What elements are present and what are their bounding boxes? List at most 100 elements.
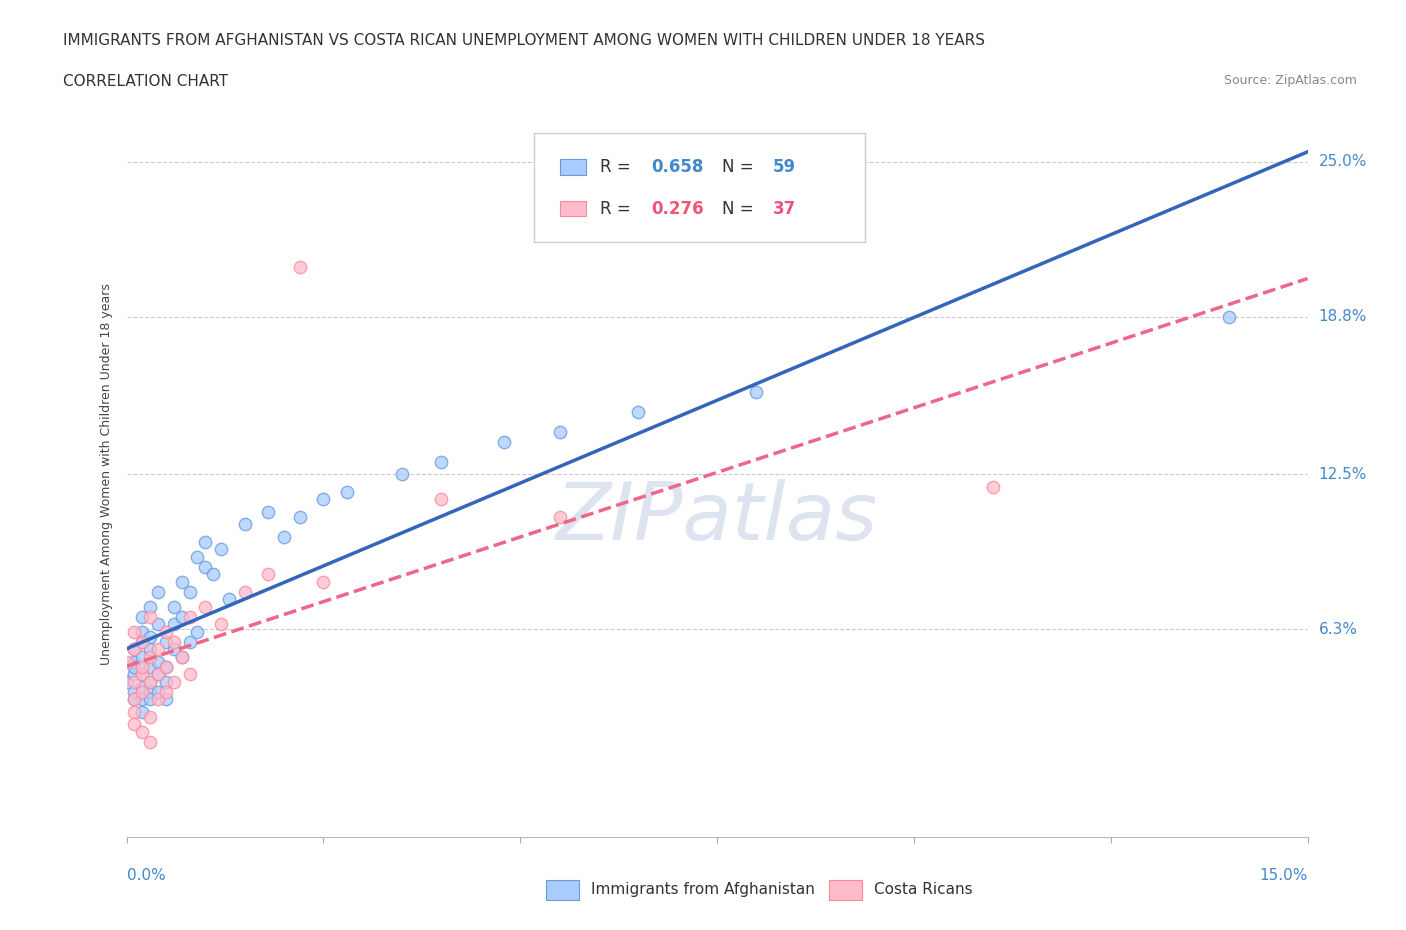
Point (146, 655, 169, 670)
Point (273, 529, 295, 544)
Point (155, 624, 177, 639)
Point (163, 634, 186, 649)
Point (124, 692, 146, 707)
Point (194, 535, 217, 550)
Point (163, 600, 186, 615)
Point (139, 710, 162, 724)
Point (139, 659, 162, 674)
Point (124, 667, 146, 682)
Text: IMMIGRANTS FROM AFGHANISTAN VS COSTA RICAN UNEMPLOYMENT AMONG WOMEN WITH CHILDRE: IMMIGRANTS FROM AFGHANISTAN VS COSTA RIC… (63, 33, 986, 47)
Point (548, 424, 571, 439)
Y-axis label: Unemployment Among Women with Children Under 18 years: Unemployment Among Women with Children U… (100, 284, 114, 665)
Point (179, 584, 201, 599)
Point (146, 692, 169, 707)
Point (548, 510, 571, 525)
Point (257, 567, 280, 582)
Text: 25.0%: 25.0% (1319, 154, 1367, 169)
Point (194, 600, 217, 615)
Point (202, 567, 225, 582)
Text: Source: ZipAtlas.com: Source: ZipAtlas.com (1223, 74, 1357, 87)
Point (139, 630, 162, 644)
Text: 18.8%: 18.8% (1319, 309, 1367, 325)
Point (139, 684, 162, 699)
Text: 37: 37 (772, 200, 796, 218)
Point (131, 684, 153, 699)
Point (131, 667, 153, 682)
Point (163, 674, 186, 689)
Point (139, 735, 162, 750)
Point (124, 717, 146, 732)
Point (131, 680, 153, 695)
Point (288, 259, 311, 274)
Point (124, 674, 146, 689)
Text: Costa Ricans: Costa Ricans (875, 882, 973, 897)
Point (981, 479, 1004, 494)
Point (146, 667, 169, 682)
Text: ZIPatlas: ZIPatlas (555, 479, 879, 557)
Point (124, 705, 146, 720)
Point (155, 692, 177, 707)
Text: Immigrants from Afghanistan: Immigrants from Afghanistan (591, 882, 814, 897)
Text: CORRELATION CHART: CORRELATION CHART (63, 74, 228, 89)
Point (124, 642, 146, 657)
Point (312, 575, 335, 590)
Point (146, 642, 169, 657)
Point (131, 692, 153, 707)
Point (170, 649, 193, 664)
Point (186, 550, 208, 565)
Text: 6.3%: 6.3% (1319, 622, 1358, 637)
Point (131, 667, 153, 682)
Text: 0.0%: 0.0% (127, 868, 166, 883)
Point (131, 624, 153, 639)
Point (155, 634, 177, 649)
Point (155, 659, 177, 674)
Point (391, 467, 413, 482)
Point (131, 634, 153, 649)
FancyBboxPatch shape (560, 201, 586, 217)
Point (163, 617, 186, 631)
Text: R =: R = (600, 158, 636, 176)
Point (155, 659, 177, 674)
Point (124, 692, 146, 707)
Point (139, 692, 162, 707)
Point (131, 659, 153, 674)
Point (146, 584, 169, 599)
Point (179, 609, 201, 624)
Point (163, 642, 186, 657)
Point (186, 624, 208, 639)
Point (1218, 310, 1240, 325)
FancyBboxPatch shape (560, 159, 586, 175)
Text: 59: 59 (772, 158, 796, 176)
Point (170, 649, 193, 664)
Point (131, 634, 153, 649)
Point (312, 492, 335, 507)
Point (430, 492, 453, 507)
Point (124, 624, 146, 639)
Point (218, 591, 240, 606)
Point (115, 655, 138, 670)
Point (131, 649, 153, 664)
Text: R =: R = (600, 200, 636, 218)
Point (146, 684, 169, 699)
Point (115, 674, 138, 689)
Point (233, 584, 256, 599)
Point (146, 667, 169, 682)
Point (209, 542, 232, 557)
Text: 12.5%: 12.5% (1319, 467, 1367, 482)
Point (155, 684, 177, 699)
Point (124, 642, 146, 657)
Point (124, 659, 146, 674)
FancyBboxPatch shape (830, 880, 862, 900)
Point (139, 674, 162, 689)
Point (139, 642, 162, 657)
Point (627, 405, 650, 419)
Point (124, 655, 146, 670)
Point (139, 674, 162, 689)
Point (131, 609, 153, 624)
Point (170, 575, 193, 590)
Point (179, 634, 201, 649)
Point (494, 434, 516, 449)
FancyBboxPatch shape (534, 133, 865, 242)
Point (155, 674, 177, 689)
Point (139, 649, 162, 664)
